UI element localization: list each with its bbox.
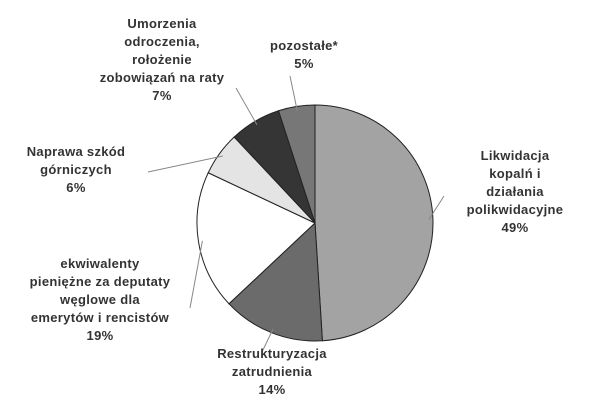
slice-label: Likwidacja kopalń i działania polikwidac…: [467, 147, 564, 237]
slice-label: pozostałe* 5%: [270, 37, 338, 73]
value-label: 19%: [86, 328, 114, 343]
value-label: 14%: [258, 382, 286, 397]
value-label: 5%: [294, 56, 314, 71]
leader-line: [189, 240, 203, 309]
leader-line: [428, 195, 445, 220]
pie-slice: [314, 104, 434, 342]
leader-line: [289, 75, 298, 111]
category-label: Likwidacja kopalń i działania polikwidac…: [466, 148, 564, 217]
slice-label: ekwiwalenty pieniężne za deputaty węglow…: [30, 255, 171, 345]
category-label: ekwiwalenty pieniężne za deputaty węglow…: [29, 256, 171, 325]
category-label: Restrukturyzacja zatrudnienia: [217, 346, 327, 379]
leader-line: [147, 155, 223, 173]
leader-line: [261, 328, 274, 353]
value-label: 7%: [152, 88, 172, 103]
slice-label: Naprawa szkód górniczych 6%: [27, 143, 126, 197]
category-label: pozostałe*: [269, 38, 339, 53]
value-label: 49%: [501, 220, 529, 235]
slice-label: Restrukturyzacja zatrudnienia 14%: [217, 345, 327, 399]
slice-label: Umorzenia odroczenia, rołożenie zobowiąz…: [100, 15, 225, 105]
category-label: Umorzenia odroczenia, rołożenie zobowiąz…: [99, 16, 225, 85]
category-label: Naprawa szkód górniczych: [26, 144, 126, 177]
value-label: 6%: [66, 180, 86, 195]
pie-slice: [196, 172, 316, 305]
leader-line: [235, 87, 258, 126]
